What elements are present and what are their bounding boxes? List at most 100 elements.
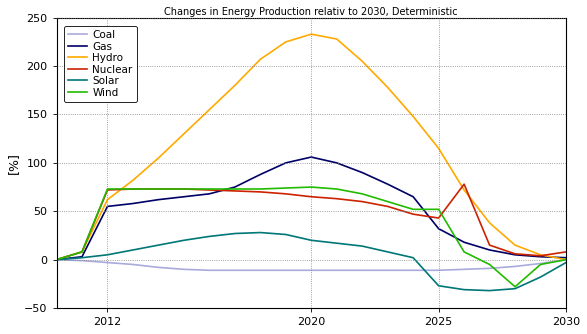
- Solar: [486, 289, 493, 293]
- Gas: [537, 255, 544, 259]
- Coal: [410, 268, 417, 272]
- Gas: [410, 195, 417, 199]
- Gas: [104, 204, 111, 208]
- Gas: [308, 155, 315, 159]
- Hydro: [537, 253, 544, 257]
- Hydro: [129, 178, 136, 182]
- Gas: [180, 195, 187, 199]
- Solar: [282, 232, 289, 236]
- Wind: [155, 187, 162, 191]
- Gas: [53, 258, 60, 262]
- Hydro: [53, 258, 60, 262]
- Hydro: [308, 32, 315, 36]
- Wind: [511, 285, 518, 289]
- Wind: [562, 258, 569, 262]
- Solar: [359, 244, 366, 248]
- Nuclear: [308, 195, 315, 199]
- Wind: [435, 207, 442, 211]
- Nuclear: [486, 243, 493, 247]
- Coal: [282, 268, 289, 272]
- Wind: [461, 250, 468, 254]
- Coal: [155, 266, 162, 270]
- Nuclear: [129, 187, 136, 191]
- Coal: [308, 268, 315, 272]
- Gas: [231, 185, 238, 189]
- Coal: [231, 268, 238, 272]
- Wind: [180, 187, 187, 191]
- Gas: [155, 198, 162, 202]
- Coal: [333, 268, 340, 272]
- Coal: [435, 268, 442, 272]
- Nuclear: [79, 250, 86, 254]
- Hydro: [333, 37, 340, 41]
- Coal: [359, 268, 366, 272]
- Wind: [104, 187, 111, 191]
- Solar: [206, 234, 213, 238]
- Solar: [104, 253, 111, 257]
- Coal: [461, 267, 468, 271]
- Gas: [79, 255, 86, 259]
- Solar: [537, 275, 544, 279]
- Nuclear: [206, 188, 213, 192]
- Wind: [308, 185, 315, 189]
- Wind: [129, 187, 136, 191]
- Hydro: [180, 132, 187, 136]
- Nuclear: [410, 212, 417, 216]
- Gas: [384, 182, 391, 186]
- Hydro: [410, 115, 417, 119]
- Hydro: [231, 84, 238, 88]
- Coal: [129, 263, 136, 267]
- Nuclear: [282, 192, 289, 196]
- Coal: [511, 265, 518, 269]
- Line: Solar: Solar: [56, 232, 566, 291]
- Wind: [537, 263, 544, 267]
- Solar: [461, 288, 468, 292]
- Wind: [79, 250, 86, 254]
- Coal: [79, 259, 86, 263]
- Coal: [257, 268, 264, 272]
- Gas: [435, 227, 442, 231]
- Nuclear: [511, 252, 518, 256]
- Nuclear: [53, 258, 60, 262]
- Wind: [206, 187, 213, 191]
- Line: Gas: Gas: [56, 157, 566, 260]
- Solar: [562, 261, 569, 265]
- Nuclear: [461, 182, 468, 186]
- Solar: [333, 241, 340, 245]
- Nuclear: [104, 188, 111, 192]
- Nuclear: [359, 200, 366, 204]
- Wind: [257, 187, 264, 191]
- Hydro: [511, 243, 518, 247]
- Coal: [384, 268, 391, 272]
- Coal: [562, 258, 569, 262]
- Hydro: [486, 221, 493, 225]
- Wind: [410, 207, 417, 211]
- Solar: [129, 248, 136, 252]
- Solar: [257, 230, 264, 234]
- Hydro: [79, 250, 86, 254]
- Line: Wind: Wind: [56, 187, 566, 287]
- Line: Hydro: Hydro: [56, 34, 566, 260]
- Hydro: [206, 108, 213, 112]
- Nuclear: [384, 204, 391, 208]
- Coal: [537, 262, 544, 266]
- Hydro: [104, 198, 111, 202]
- Solar: [410, 256, 417, 260]
- Nuclear: [537, 254, 544, 258]
- Solar: [511, 287, 518, 291]
- Wind: [333, 187, 340, 191]
- Gas: [562, 256, 569, 260]
- Gas: [359, 171, 366, 175]
- Hydro: [257, 57, 264, 61]
- Line: Coal: Coal: [56, 260, 566, 270]
- Wind: [282, 186, 289, 190]
- Line: Nuclear: Nuclear: [56, 184, 566, 260]
- Gas: [486, 248, 493, 252]
- Hydro: [461, 188, 468, 192]
- Gas: [333, 161, 340, 165]
- Gas: [257, 172, 264, 176]
- Gas: [511, 253, 518, 257]
- Wind: [384, 200, 391, 204]
- Solar: [180, 238, 187, 242]
- Gas: [282, 161, 289, 165]
